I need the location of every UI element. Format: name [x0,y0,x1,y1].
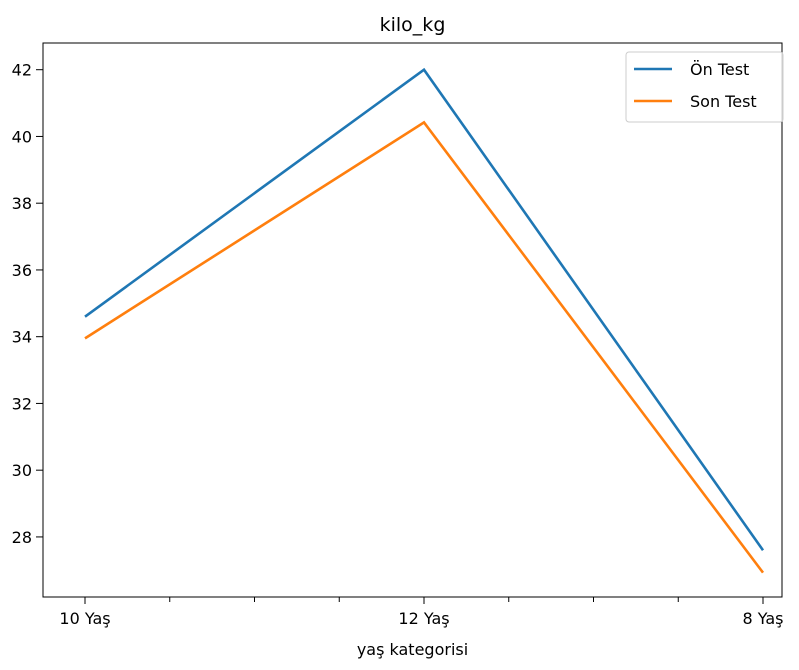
series-line-2 [84,120,765,574]
x-tick-label: 8 Yaş [743,609,784,628]
y-tick-label: 38 [12,194,32,213]
y-tick-label: 28 [12,528,32,547]
x-tick-label: 10 Yaş [59,609,110,628]
x-axis: 10 Yaş 12 Yaş 8 Yaş [59,597,783,628]
series-line-1 [84,67,765,552]
y-tick-label: 40 [12,127,32,146]
y-tick-label: 42 [12,61,32,80]
legend: Ön Test Son Test [625,51,784,123]
series-layer [84,67,765,574]
y-tick-label: 34 [12,328,32,347]
y-tick-label: 36 [12,261,32,280]
x-axis-label: yaş kategorisi [357,640,468,659]
legend-label: Ön Test [690,60,749,79]
x-tick-label: 12 Yaş [398,609,449,628]
chart-title: kilo_kg [380,14,446,36]
legend-label: Son Test [690,92,757,111]
y-tick-label: 30 [12,461,32,480]
y-tick-label: 32 [12,394,32,413]
y-axis: 28 30 32 34 36 38 40 42 [12,61,43,547]
plot-area-frame [42,42,783,598]
